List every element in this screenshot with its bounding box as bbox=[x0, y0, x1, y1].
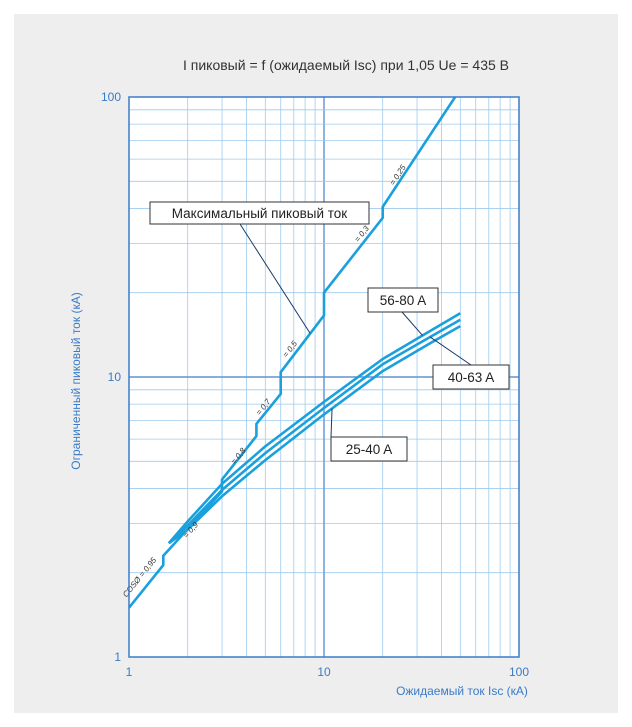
callout-label: 56-80 A bbox=[380, 293, 427, 308]
callout-box bbox=[149, 201, 370, 225]
x-tick-label: 1 bbox=[126, 665, 133, 679]
x-tick-label: 100 bbox=[509, 665, 529, 679]
series-line-2 bbox=[167, 318, 461, 545]
callout-label: 25-40 A bbox=[346, 442, 393, 457]
callouts: Максимальный пиковый ток 56-80 A 40-63 A 25… bbox=[149, 201, 510, 462]
tick-labels: 1 10 100 1 10 100 bbox=[101, 90, 529, 679]
callout-box bbox=[432, 364, 510, 390]
y-axis-label: Ограниченный пиковый ток (кА) bbox=[69, 292, 83, 469]
callout-leader-line bbox=[401, 311, 423, 336]
callout-label: Максимальный пиковый ток bbox=[172, 206, 348, 221]
callout-box bbox=[367, 287, 439, 313]
series-line-0 bbox=[129, 97, 457, 609]
x-tick-label: 10 bbox=[317, 665, 331, 679]
callout-leader-line bbox=[429, 336, 472, 366]
y-tick-label: 1 bbox=[114, 650, 121, 664]
chart-title: I пиковый = f (ожидаемый Isc) при 1,05 U… bbox=[183, 57, 509, 73]
callout-label: 40-63 A bbox=[448, 370, 495, 385]
y-tick-label: 100 bbox=[101, 90, 121, 104]
y-tick-label: 10 bbox=[108, 370, 122, 384]
series-line-3 bbox=[168, 324, 461, 545]
callout-leader-line bbox=[330, 408, 333, 438]
plot-frame bbox=[128, 96, 520, 658]
callout-box bbox=[330, 436, 408, 462]
callout-leader-line bbox=[239, 223, 311, 334]
x-axis-label: Ожидаемый ток Isc (кА) bbox=[396, 684, 528, 698]
